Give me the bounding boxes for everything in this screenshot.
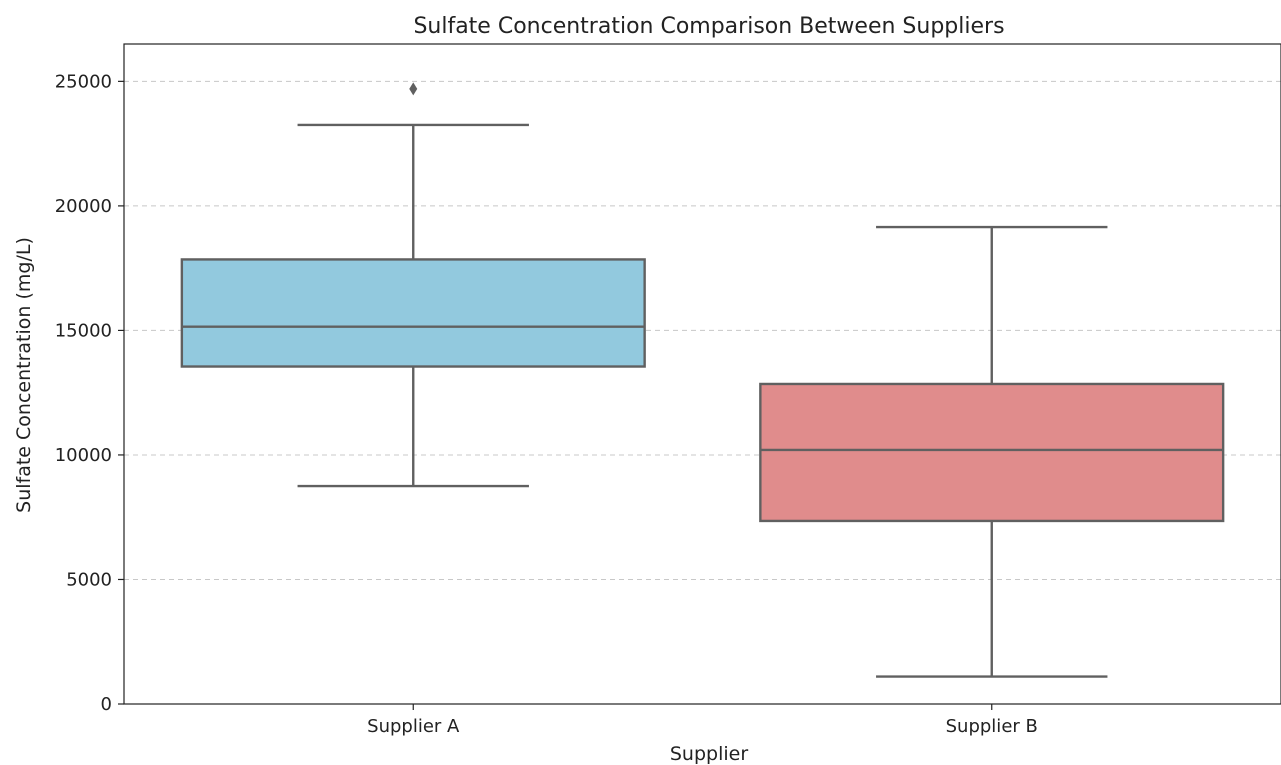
x-tick-label: Supplier B bbox=[946, 716, 1038, 737]
y-tick-label: 0 bbox=[101, 694, 112, 715]
box-group bbox=[759, 225, 1225, 678]
y-axis-label: Sulfate Concentration (mg/L) bbox=[13, 237, 35, 513]
box-group bbox=[180, 82, 646, 488]
y-tick-label: 5000 bbox=[66, 569, 112, 590]
x-axis-label: Supplier bbox=[670, 743, 748, 765]
axis-ticks: 0 5000 10000 15000 20000 25000 Supplier A Suppl… bbox=[55, 71, 1038, 737]
iqr-box bbox=[759, 382, 1225, 523]
y-tick-label: 15000 bbox=[55, 320, 112, 341]
iqr-box bbox=[180, 258, 646, 368]
y-tick-label: 25000 bbox=[55, 71, 112, 92]
x-tick-label: Supplier A bbox=[367, 716, 460, 737]
y-tick-label: 20000 bbox=[55, 196, 112, 217]
outlier-point bbox=[409, 82, 418, 96]
plot-frame bbox=[123, 43, 1281, 705]
y-tick-label: 10000 bbox=[55, 445, 112, 466]
chart-title: Sulfate Concentration Comparison Between… bbox=[413, 14, 1004, 39]
boxes-layer bbox=[180, 82, 1225, 678]
